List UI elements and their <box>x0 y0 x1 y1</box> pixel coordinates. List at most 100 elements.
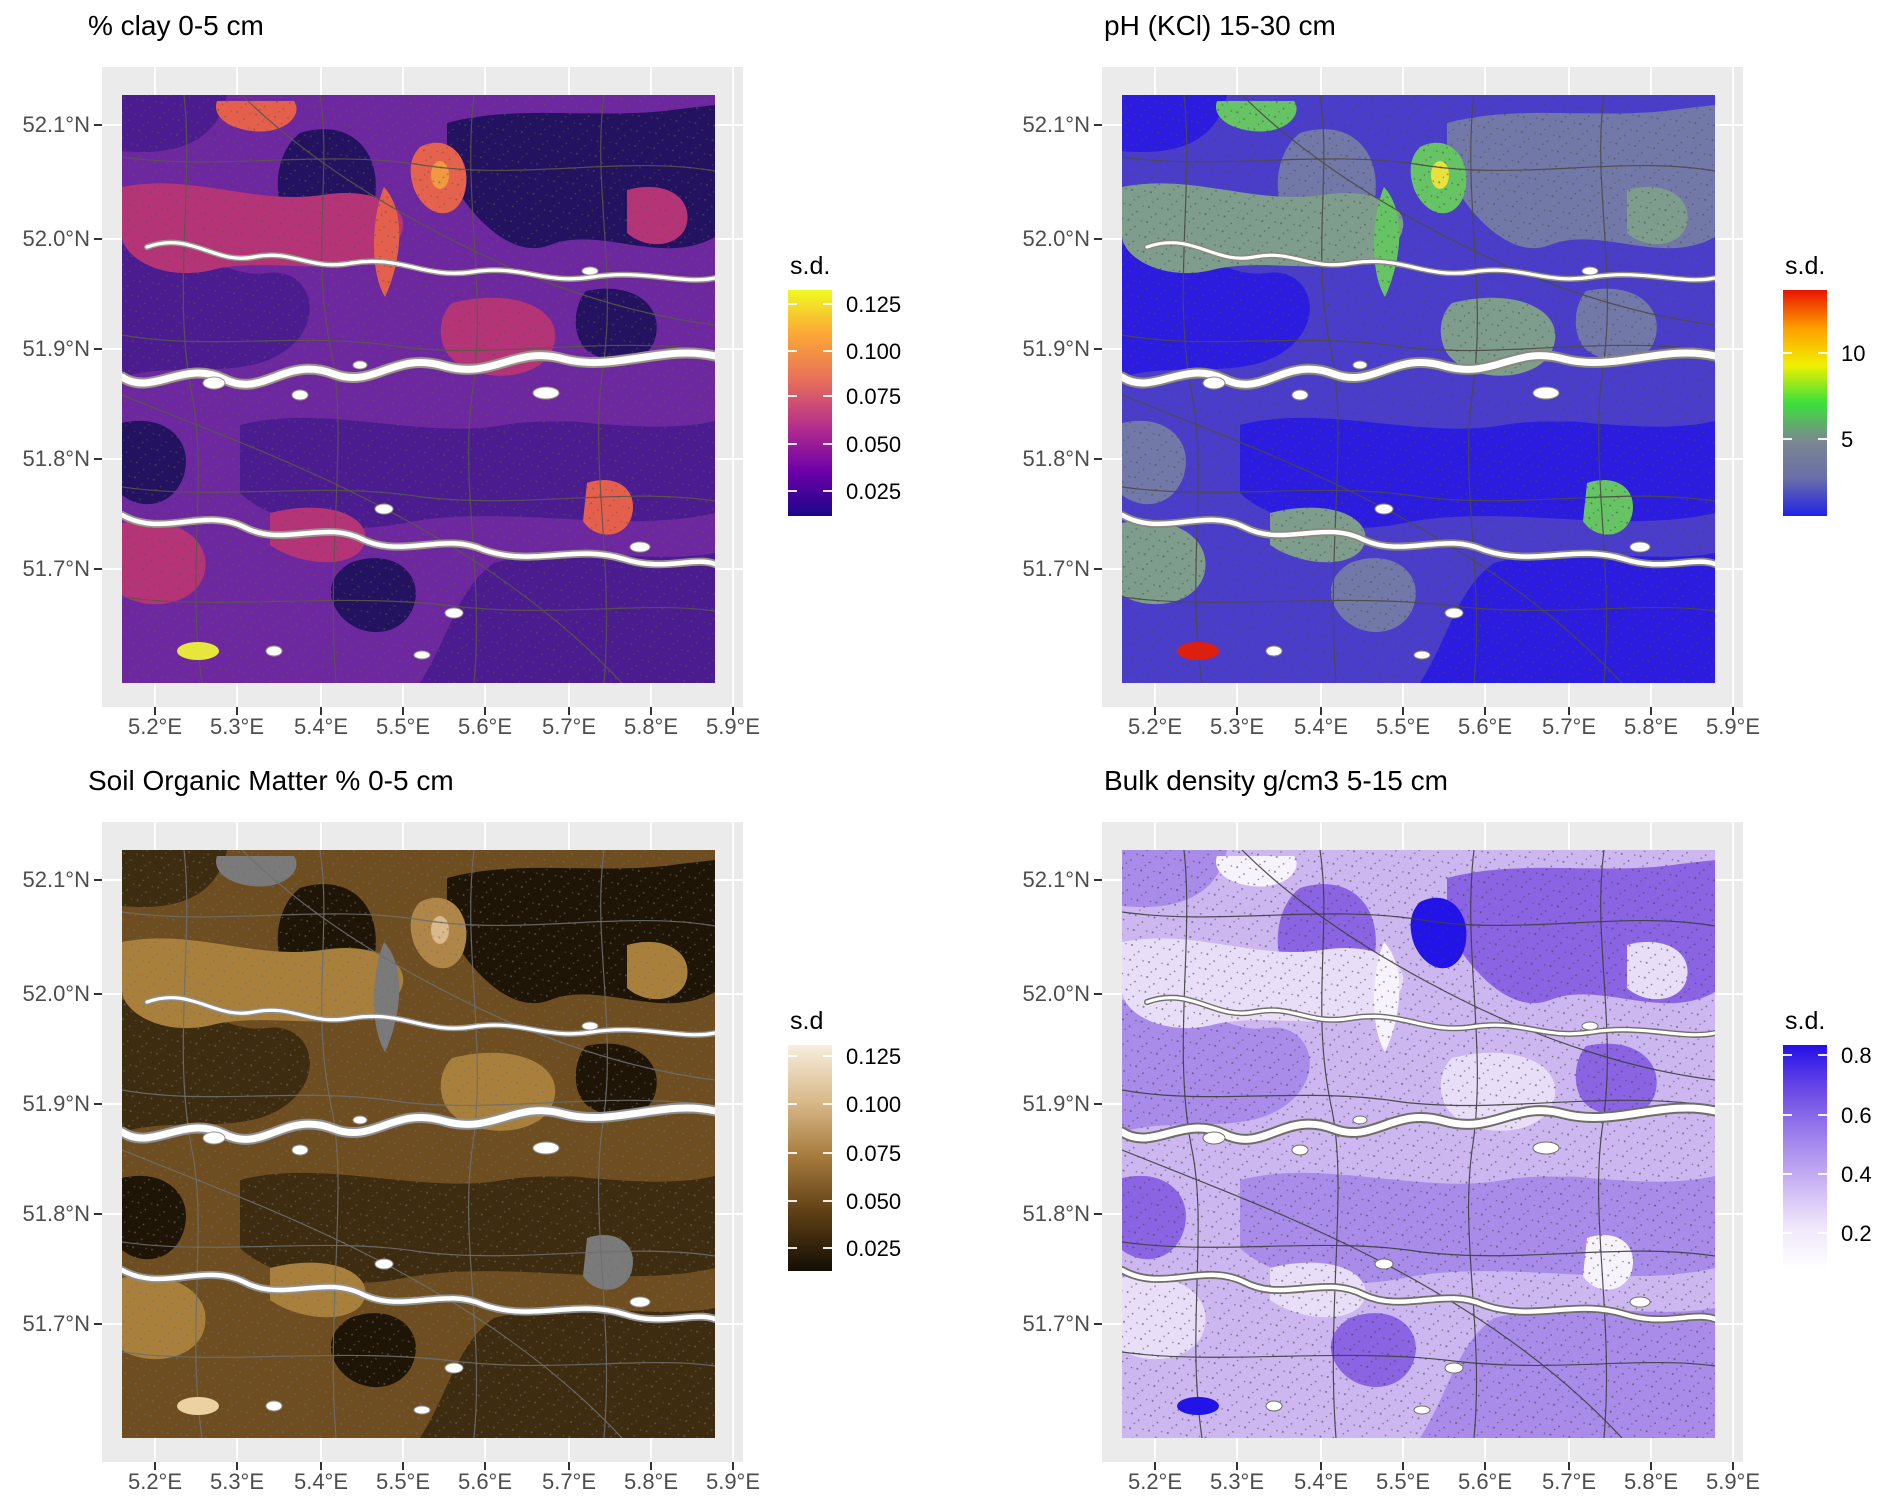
x-tick-label: 5.9°E <box>705 714 761 739</box>
legend-bar-tick <box>823 490 832 493</box>
x-tick-mark <box>1650 707 1652 715</box>
gridline <box>1732 67 1734 707</box>
y-tick-mark <box>94 568 102 570</box>
x-tick-label: 5.6°E <box>1457 714 1513 739</box>
x-tick-mark <box>236 1462 238 1470</box>
y-tick-mark <box>94 238 102 240</box>
y-tick-mark <box>94 458 102 460</box>
x-tick-mark <box>1320 707 1322 715</box>
x-tick-label: 5.7°E <box>541 714 597 739</box>
legend-clay: s.d. 0.125 0.100 0.075 0.050 0.025 <box>788 252 958 542</box>
x-tick-mark <box>484 707 486 715</box>
legend-tick-label: 0.125 <box>846 291 902 317</box>
legend-colorbar <box>788 1045 832 1271</box>
legend-tick-label: 0.4 <box>1841 1161 1872 1187</box>
legend-tick-label: 0.025 <box>846 479 902 505</box>
y-tick-mark <box>94 348 102 350</box>
y-tick-label: 52.0°N <box>22 981 90 1006</box>
x-tick-label: 5.4°E <box>1293 1469 1349 1494</box>
x-tick-label: 5.3°E <box>1209 714 1265 739</box>
legend-bar-tick <box>823 442 832 445</box>
x-tick-mark <box>1484 1462 1486 1470</box>
legend-tick-label: 0.050 <box>846 1188 902 1214</box>
x-tick-mark <box>320 1462 322 1470</box>
x-tick-label: 5.6°E <box>457 714 513 739</box>
x-tick-label: 5.7°E <box>1541 1469 1597 1494</box>
y-tick-label: 52.1°N <box>1022 112 1090 137</box>
y-tick-label: 51.9°N <box>22 336 90 361</box>
legend-tick-label: 0.075 <box>846 1141 902 1167</box>
legend-bar-tick <box>1818 1054 1827 1057</box>
map-clay <box>122 95 715 683</box>
x-tick-mark <box>568 1462 570 1470</box>
x-tick-label: 5.7°E <box>1541 714 1597 739</box>
y-tick-label: 51.7°N <box>1022 1311 1090 1336</box>
y-tick-label: 51.8°N <box>22 446 90 471</box>
x-tick-label: 5.6°E <box>1457 1469 1513 1494</box>
y-tick-mark <box>1094 879 1102 881</box>
x-tick-mark <box>650 707 652 715</box>
y-tick-mark <box>1094 238 1102 240</box>
legend-bar-tick <box>823 1102 832 1105</box>
x-tick-label: 5.3°E <box>1209 1469 1265 1494</box>
legend-ph: s.d. 10 5 <box>1783 252 1892 542</box>
legend-bulk-density: s.d. 0.8 0.6 0.4 0.2 <box>1783 1007 1892 1297</box>
legend-bar-tick <box>788 395 797 398</box>
x-tick-label: 5.9°E <box>1705 1469 1761 1494</box>
y-tick-mark <box>1094 1323 1102 1325</box>
legend-bar-tick <box>788 302 797 305</box>
y-tick-label: 51.9°N <box>22 1091 90 1116</box>
x-tick-label: 5.8°E <box>623 714 679 739</box>
legend-title: s.d. <box>1785 1007 1826 1035</box>
y-tick-mark <box>94 879 102 881</box>
legend-bar-tick <box>823 1247 832 1250</box>
x-tick-label: 5.2°E <box>1127 1469 1183 1494</box>
legend-bar-tick <box>1783 1172 1792 1175</box>
x-tick-mark <box>1650 1462 1652 1470</box>
map-som <box>122 850 715 1438</box>
x-tick-mark <box>1732 1462 1734 1470</box>
legend-title: s.d. <box>1785 252 1826 280</box>
y-tick-mark <box>1094 458 1102 460</box>
legend-colorbar <box>788 290 832 516</box>
x-tick-label: 5.5°E <box>1375 1469 1431 1494</box>
x-tick-label: 5.3°E <box>209 714 265 739</box>
y-tick-mark <box>94 124 102 126</box>
x-tick-mark <box>732 1462 734 1470</box>
legend-colorbar <box>1783 1045 1827 1271</box>
x-tick-mark <box>1568 1462 1570 1470</box>
x-tick-label: 5.2°E <box>1127 714 1183 739</box>
legend-tick-label: 0.050 <box>846 431 902 457</box>
legend-tick-label: 0.125 <box>846 1044 902 1070</box>
y-tick-label: 52.0°N <box>1022 981 1090 1006</box>
map-bulk-density <box>1122 850 1715 1438</box>
gridline <box>1732 822 1734 1462</box>
legend-som: s.d 0.125 0.100 0.075 0.050 0.025 <box>788 1007 958 1297</box>
y-tick-label: 51.8°N <box>1022 1201 1090 1226</box>
x-tick-mark <box>1236 707 1238 715</box>
x-tick-label: 5.9°E <box>1705 714 1761 739</box>
x-tick-mark <box>1732 707 1734 715</box>
y-tick-mark <box>94 1323 102 1325</box>
legend-bar-tick <box>1818 1114 1827 1117</box>
x-tick-label: 5.4°E <box>1293 714 1349 739</box>
gridline <box>732 822 734 1462</box>
x-tick-mark <box>402 1462 404 1470</box>
x-tick-label: 5.8°E <box>623 1469 679 1494</box>
x-tick-mark <box>320 707 322 715</box>
x-tick-label: 5.9°E <box>705 1469 761 1494</box>
y-tick-label: 52.1°N <box>22 867 90 892</box>
y-tick-label: 52.1°N <box>1022 867 1090 892</box>
gridline <box>732 67 734 707</box>
legend-bar-tick <box>788 1102 797 1105</box>
y-tick-mark <box>94 993 102 995</box>
x-tick-mark <box>154 1462 156 1470</box>
figure-clay: % clay 0-5 cm 5.2°E 5.3°E 5.4°E 5.5°E 5.6°E 5… <box>0 0 946 755</box>
x-tick-mark <box>1154 1462 1156 1470</box>
y-tick-mark <box>1094 124 1102 126</box>
figure-ph: pH (KCl) 15-30 cm 5.2°E 5.3°E 5.4°E 5.5°E 5.… <box>946 0 1892 755</box>
plot-area <box>102 67 743 707</box>
y-tick-label: 52.0°N <box>1022 226 1090 251</box>
x-tick-label: 5.4°E <box>293 714 349 739</box>
map-ph <box>1122 95 1715 683</box>
